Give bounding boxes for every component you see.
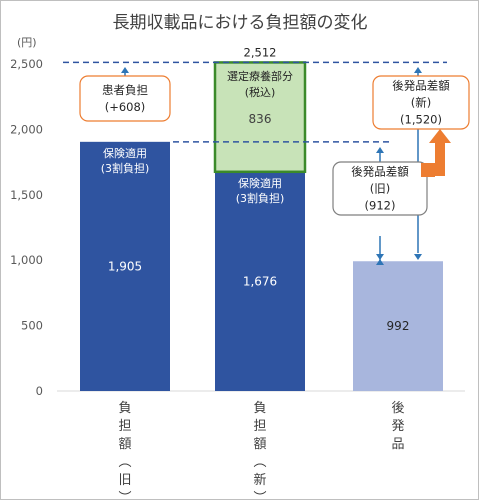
plot-area: 0 500 1,000 1,500 2,000 2,500 1,905 1,676 992 836…	[10, 45, 470, 501]
bar-1	[215, 171, 305, 391]
annotation-senteiryoyo-text-1: (税込)	[245, 85, 276, 99]
y-tick-label-3: 1,500	[10, 188, 43, 202]
category-label-1-1: 担	[253, 419, 266, 434]
annotation-patient-burden-box	[79, 75, 171, 122]
category-label-2-1: 発	[391, 419, 404, 434]
annotation-generic-diff-old-box	[332, 161, 428, 216]
segment-label-0-1: (3割負担)	[101, 161, 150, 175]
arrow-generic-old-down-head	[376, 254, 384, 260]
annotation-generic-diff-new-text-1: (新)	[411, 96, 431, 110]
annotation-patient-burden-text-0: 患者負担	[102, 83, 148, 97]
arrow-generic-new-head	[414, 67, 422, 73]
highlight-arrow-foot	[421, 163, 435, 177]
y-tick-label-0: 0	[36, 384, 43, 398]
arrow-generic-new-down-head	[414, 254, 422, 260]
segment-label-1-0: 保険適用	[238, 176, 282, 190]
annotation-generic-diff-old-text-1: (旧)	[370, 182, 390, 196]
y-axis-unit: (円)	[17, 36, 37, 49]
y-tick-label-2: 1,000	[10, 253, 43, 267]
arrow-patient-burden-head	[121, 67, 129, 73]
reference-line-label: 2,512	[244, 45, 277, 59]
bar-0	[80, 141, 170, 391]
annotation-generic-diff-old-text-0: 後発品差額	[351, 165, 409, 179]
category-label-1-0: 負	[253, 401, 266, 416]
annotation-generic-diff-new-text-0: 後発品差額	[392, 79, 450, 93]
bar-stack-value-label: 836	[249, 112, 272, 126]
category-label-1-3: ︵	[253, 455, 266, 470]
bar-value-label-0: 1,905	[108, 259, 142, 273]
category-label-0-4: 旧	[118, 473, 131, 488]
y-tick-label-4: 2,000	[10, 122, 43, 136]
category-label-2-2: 品	[391, 437, 404, 452]
bar-2	[353, 261, 443, 391]
bar-stack-senteiryoyo	[213, 61, 307, 174]
category-label-1-5: ︶	[253, 491, 266, 501]
category-label-2-0: 後	[391, 401, 404, 416]
bar-value-label-1: 1,676	[243, 274, 277, 288]
y-tick-label-5: 2,500	[10, 57, 43, 71]
category-label-1-4: 新	[253, 472, 266, 488]
category-label-0-2: 額	[118, 437, 131, 452]
bar-value-label-2: 992	[387, 319, 410, 333]
category-label-0-1: 担	[118, 419, 131, 434]
highlight-arrow	[421, 129, 451, 176]
arrow-generic-old-top-head	[376, 147, 384, 153]
arrow-generic-old-bottom-head	[376, 259, 384, 265]
annotation-generic-diff-new-box	[372, 75, 470, 130]
chart-title: 長期収載品における負担額の変化	[113, 13, 368, 33]
annotation-generic-diff-old-text-2: (912)	[365, 199, 396, 213]
category-label-0-3: ︵	[118, 455, 131, 470]
annotation-patient-burden-text-1: (+608)	[105, 100, 146, 114]
annotation-generic-diff-new-text-2: (1,520)	[400, 113, 442, 127]
category-label-0-0: 負	[118, 401, 131, 416]
category-label-1-2: 額	[253, 437, 266, 452]
segment-label-0-0: 保険適用	[103, 146, 147, 160]
annotation-senteiryoyo-text-0: 選定療養部分	[227, 69, 293, 83]
segment-label-1-1: (3割負担)	[236, 191, 285, 205]
y-tick-label-1: 500	[21, 319, 43, 333]
category-label-0-5: ︶	[118, 491, 131, 501]
